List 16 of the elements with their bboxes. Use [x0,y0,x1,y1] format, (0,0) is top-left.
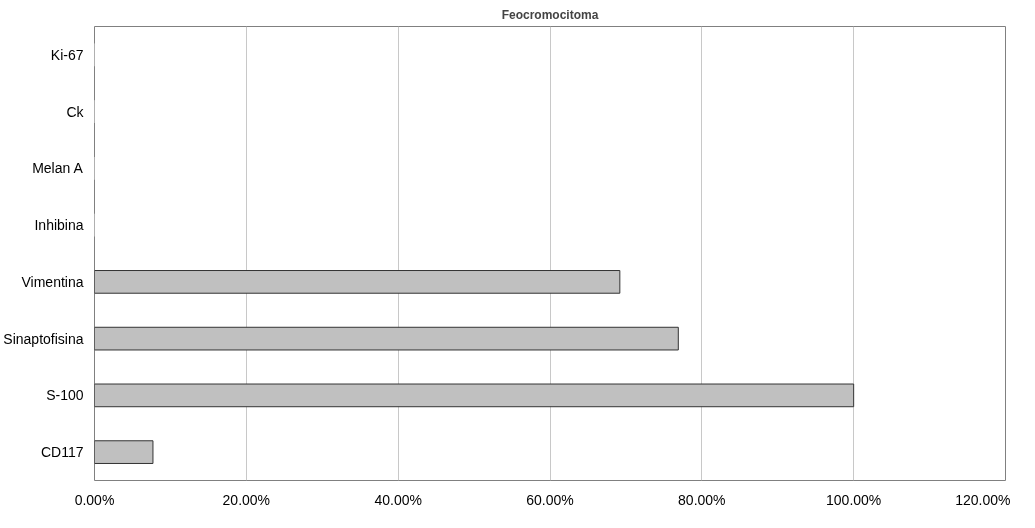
y-tick-label: S-100 [46,387,84,404]
y-tick-label: Melan A [32,160,84,177]
x-tick-label: 80.00% [678,491,726,508]
y-tick-label: Ki-67 [50,46,84,63]
x-tick-label: 20.00% [222,491,271,508]
y-tick-label: Sinaptofisina [3,330,84,347]
y-tick-label: Inhibina [34,217,84,234]
x-tick-label: 60.00% [526,491,574,508]
x-tick-label: 120.00% [955,491,1011,508]
x-tick-label: 0.00% [74,491,115,508]
y-tick-label: Vimentina [21,273,84,290]
y-tick-label: CD117 [40,444,84,461]
x-tick-label: 100.00% [826,491,882,508]
x-tick-label: 40.00% [374,491,422,508]
y-tick-label: Ck [66,103,85,120]
chart-title: Feocromocitoma [501,7,599,22]
